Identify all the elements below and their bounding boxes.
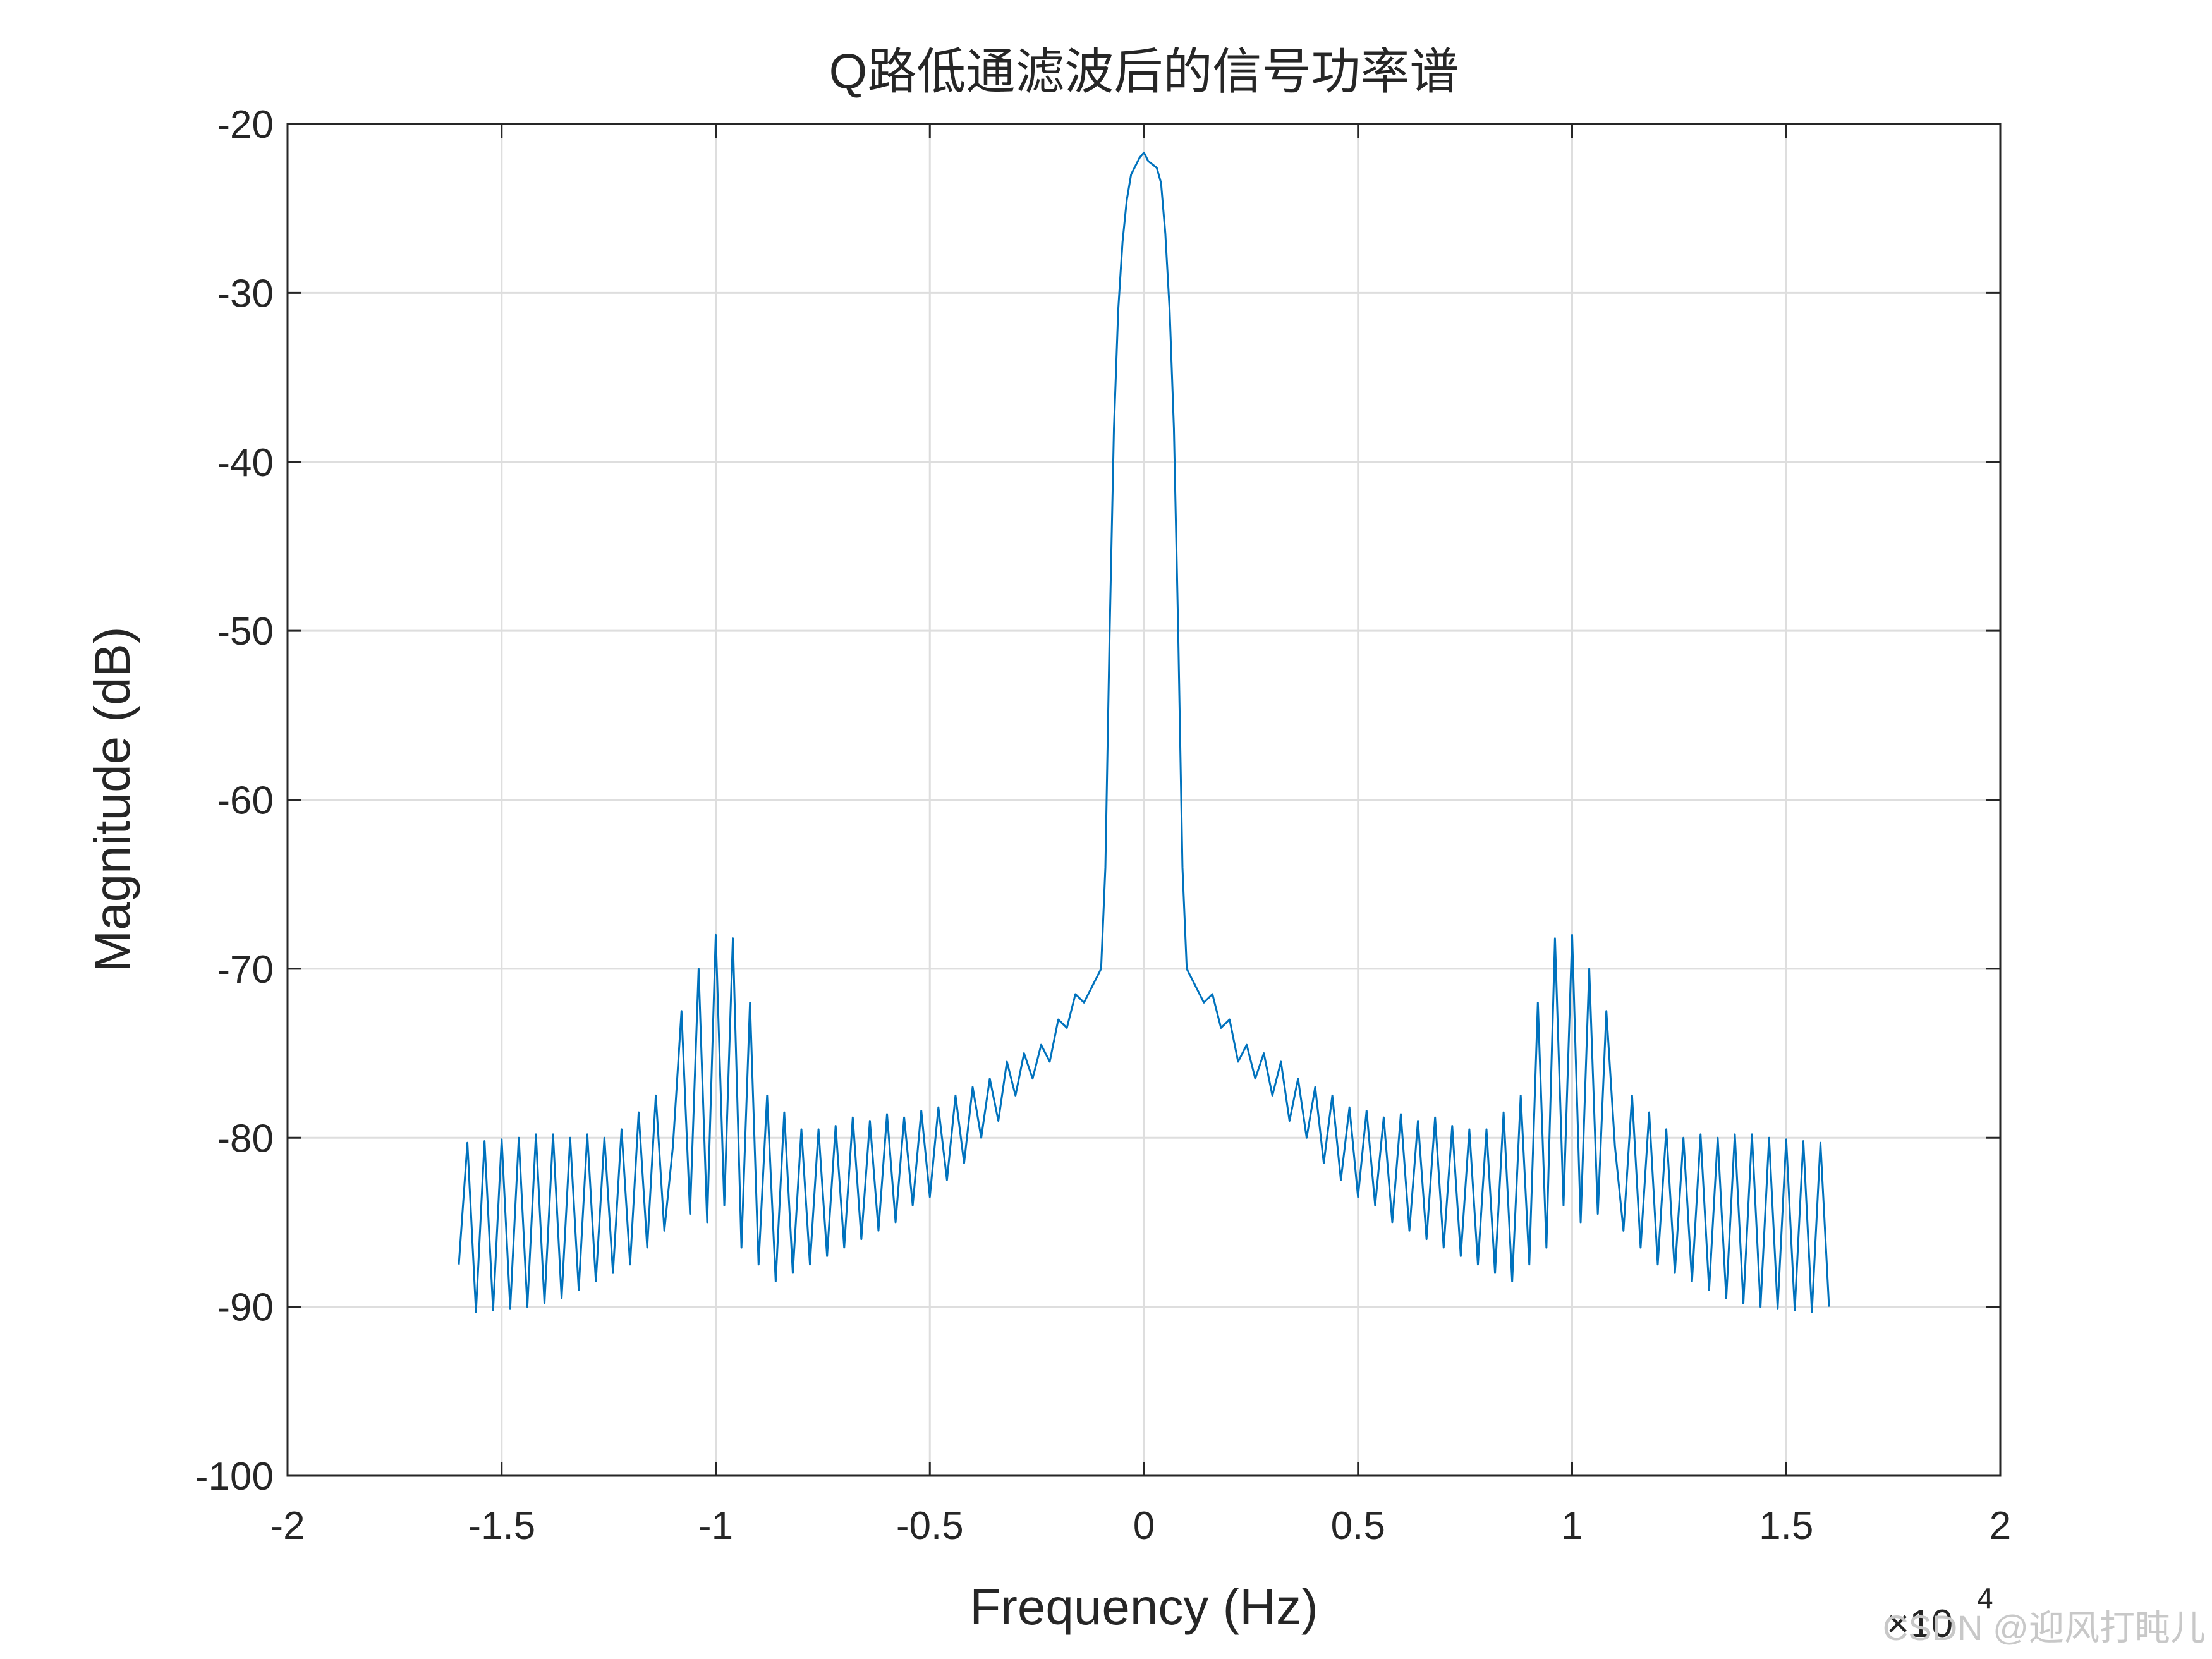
y-tick-label: -80 bbox=[217, 1117, 274, 1160]
x-tick-label: -1 bbox=[698, 1504, 733, 1548]
x-tick-label: 0.5 bbox=[1331, 1504, 1385, 1548]
y-axis-label: Magnitude (dB) bbox=[84, 627, 140, 973]
y-tick-label: -30 bbox=[217, 272, 274, 315]
y-tick-label: -20 bbox=[217, 103, 274, 147]
x-tick-label: -1.5 bbox=[468, 1504, 535, 1548]
y-tick-label: -50 bbox=[217, 610, 274, 653]
x-tick-label: 2 bbox=[1990, 1504, 2011, 1548]
y-tick-label: -100 bbox=[195, 1455, 274, 1498]
chart-title: Q路低通滤波后的信号功率谱 bbox=[829, 44, 1459, 99]
y-tick-label: -70 bbox=[217, 948, 274, 992]
y-tick-label: -40 bbox=[217, 441, 274, 485]
watermark: CSDN @迎风打盹儿 bbox=[1883, 1608, 2206, 1648]
line-series bbox=[458, 151, 1830, 1313]
plot-area bbox=[458, 151, 1830, 1313]
x-multiplier-exponent: 4 bbox=[1977, 1582, 1993, 1615]
x-tick-label: 1.5 bbox=[1759, 1504, 1813, 1548]
x-multiplier: ×10 bbox=[1887, 1602, 1953, 1646]
x-tick-label: -2 bbox=[270, 1504, 305, 1548]
x-tick-label: 0 bbox=[1133, 1504, 1155, 1548]
x-axis-label: Frequency (Hz) bbox=[969, 1579, 1318, 1635]
y-tick-label: -90 bbox=[217, 1286, 274, 1330]
x-tick-label: -0.5 bbox=[896, 1504, 964, 1548]
y-tick-label: -60 bbox=[217, 779, 274, 823]
x-tick-label: 1 bbox=[1561, 1504, 1583, 1548]
